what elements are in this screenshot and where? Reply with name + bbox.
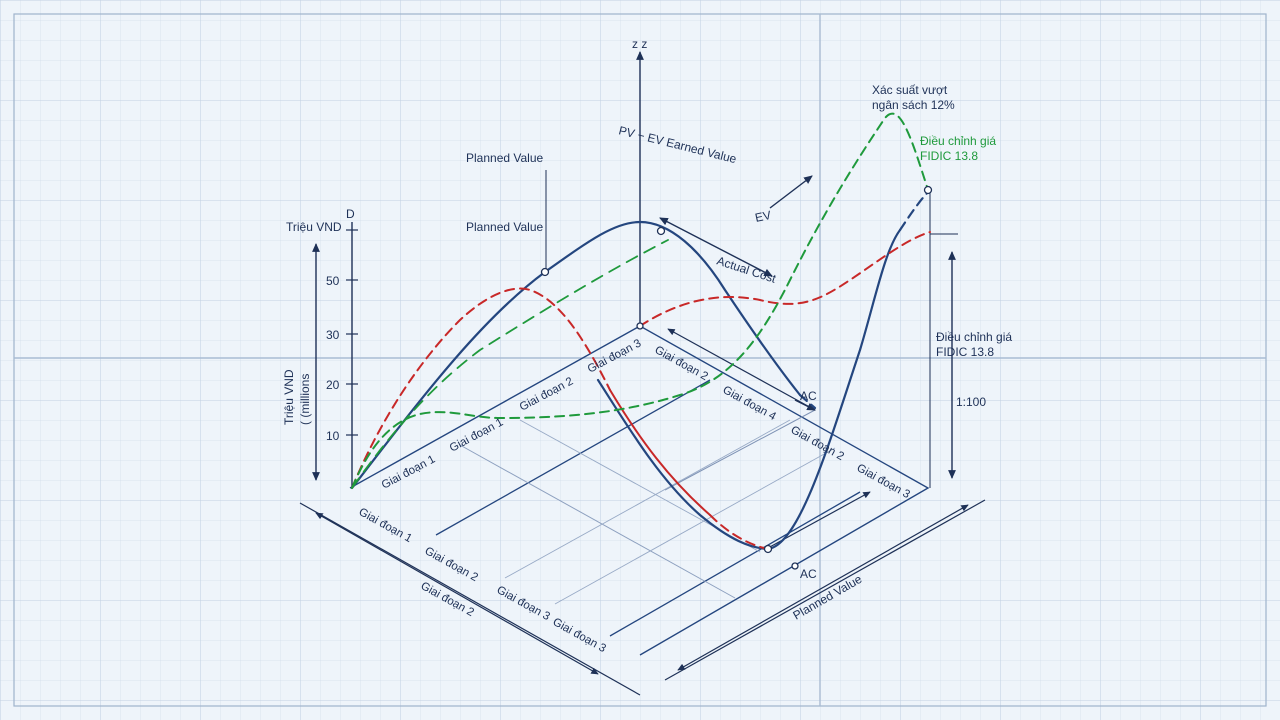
z-axis-label: z z xyxy=(632,37,647,51)
planned-value-label-top: Planned Value xyxy=(466,151,544,165)
y-unit-label: Triệu VND xyxy=(286,220,342,234)
front-left-dimension-arrow xyxy=(315,512,599,675)
plane-arrow xyxy=(667,328,816,411)
actual-cost-curve-dashed-tail xyxy=(709,514,769,550)
overrun-label-line2: ngân sách 12% xyxy=(872,98,955,112)
y-axis-title-line2: ( (millions xyxy=(298,374,312,425)
earned-value-curve xyxy=(351,112,929,489)
plane-line xyxy=(435,379,711,536)
planned-value-marker xyxy=(540,267,550,277)
y-axis-title-line1: Triệu VND xyxy=(282,369,296,425)
point-markers xyxy=(540,185,933,570)
y-ticks xyxy=(346,229,358,436)
front-right-dimension-arrow xyxy=(677,504,969,671)
actual-cost-curve-solid xyxy=(609,389,711,516)
y-tick-label: 50 xyxy=(326,274,340,288)
y-axis-title: Triệu VND ( (millions xyxy=(282,369,312,425)
planned-value-label-mid: Planned Value xyxy=(466,220,544,234)
ac-marker xyxy=(791,562,799,570)
ac-label: AC xyxy=(800,389,817,403)
earned-value-baseline xyxy=(351,239,669,489)
scale-label: 1:100 xyxy=(956,395,986,409)
y-tick-label: 20 xyxy=(326,378,340,392)
y-tick-label: 10 xyxy=(326,429,340,443)
fidic-right-line2: FIDIC 13.8 xyxy=(936,345,994,359)
ac-label: AC xyxy=(800,567,817,581)
peak-marker xyxy=(923,185,933,195)
actual-cost-curve-dashed xyxy=(351,287,611,489)
planned-value-curve xyxy=(350,220,802,490)
ev-label: EV xyxy=(754,208,773,225)
frame-border xyxy=(13,13,1267,707)
fidic-right-line1: Điều chỉnh giá xyxy=(936,330,1012,344)
planned-value-dashed-tail xyxy=(798,393,817,410)
d-axis-label: D xyxy=(346,207,355,221)
actual-cost-leader xyxy=(659,217,773,277)
earned-value-marker xyxy=(656,226,666,236)
second-blue-curve xyxy=(596,228,902,551)
axes xyxy=(312,51,958,488)
ac-arrow xyxy=(794,399,816,411)
valley-marker xyxy=(763,544,773,554)
ev-arrow xyxy=(769,175,813,209)
y-tick-label: 30 xyxy=(326,328,340,342)
plane-line xyxy=(664,409,816,491)
axis-origin-marker xyxy=(636,322,644,330)
actual-cost-upper-curve xyxy=(639,231,931,327)
fidic-green-line1: Điều chỉnh giá xyxy=(920,134,996,148)
overrun-label-line1: Xác suất vượt xyxy=(872,83,948,97)
curves xyxy=(350,112,932,551)
fidic-green-line2: FIDIC 13.8 xyxy=(920,149,978,163)
